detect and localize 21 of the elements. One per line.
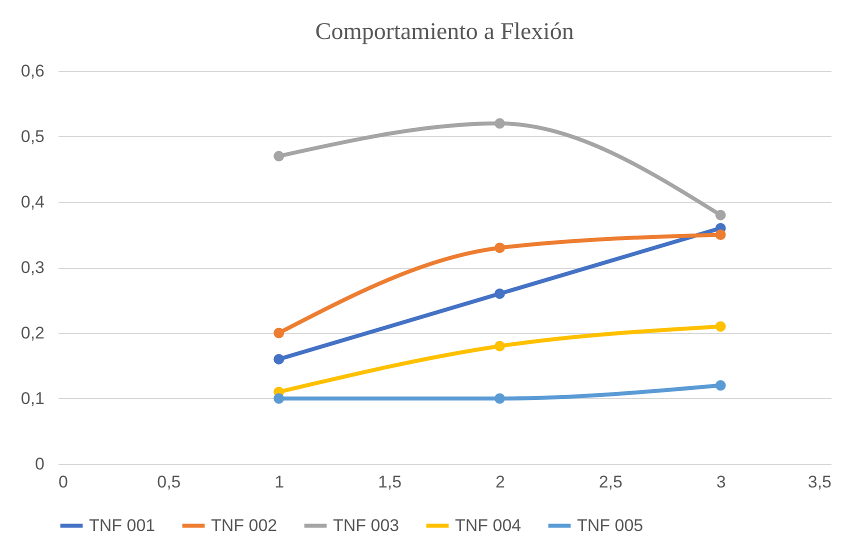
- x-tick-label: 0,5: [157, 472, 181, 492]
- x-tick-label: 2: [495, 472, 505, 492]
- y-tick-label: 0,5: [20, 127, 44, 146]
- y-tick-label: 0,4: [20, 192, 44, 212]
- legend-label: TNF 004: [455, 516, 522, 535]
- x-tick-label: 3,5: [808, 472, 832, 492]
- chart-title: Comportamiento a Flexión: [315, 19, 574, 45]
- y-tick-label: 0: [35, 454, 44, 474]
- legend-label: TNF 005: [577, 516, 644, 535]
- y-tick-label: 0,1: [20, 389, 44, 408]
- y-tick-label: 0,3: [20, 258, 44, 277]
- legend-label: TNF 001: [89, 516, 156, 535]
- x-tick-label: 1: [274, 472, 284, 492]
- legend-label: TNF 002: [211, 516, 278, 535]
- x-tick-label: 2,5: [598, 472, 622, 492]
- x-tick-label: 3: [716, 472, 726, 492]
- x-tick-label: 0: [58, 472, 68, 492]
- x-tick-label: 1,5: [378, 472, 402, 492]
- y-tick-label: 0,2: [20, 324, 44, 342]
- y-tick-label: 0,6: [20, 62, 44, 80]
- legend-label: TNF 003: [333, 516, 400, 535]
